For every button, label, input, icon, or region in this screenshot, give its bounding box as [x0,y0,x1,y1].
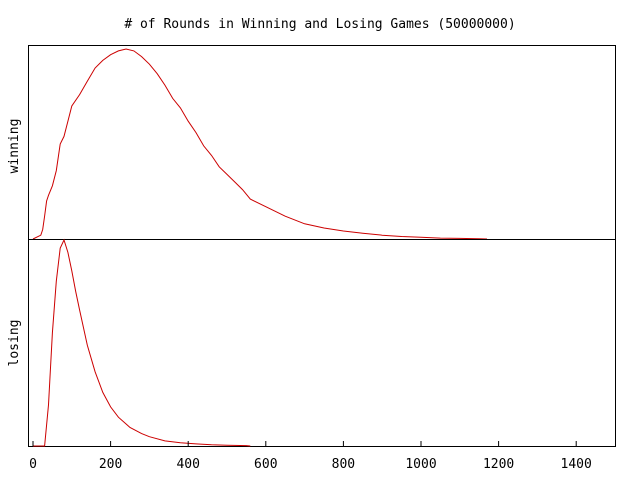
x-tick-label-1200: 1200 [483,457,514,472]
x-tick-label-1400: 1400 [561,457,592,472]
x-tick-label-800: 800 [332,457,355,472]
panel-losing-frame [28,239,616,447]
x-axis: 0 200 400 600 800 1000 1200 1400 [29,441,592,472]
chart-title: # of Rounds in Winning and Losing Games … [124,17,515,32]
x-tick-label-400: 400 [176,457,199,472]
panel-losing-ylabel: losing [7,320,22,367]
winning-series [32,48,488,240]
x-tick-label-1000: 1000 [405,457,436,472]
panel-winning-ylabel: winning [7,119,22,174]
losing-series [33,238,251,447]
x-tick-label-0: 0 [29,457,37,472]
winning-line-0 [32,48,488,240]
panel-winning: winning [7,45,616,240]
panel-winning-frame [28,45,616,240]
x-tick-label-200: 200 [99,457,122,472]
x-tick-label-600: 600 [254,457,277,472]
panel-losing: losing [7,238,616,447]
losing-line-0 [33,238,251,447]
